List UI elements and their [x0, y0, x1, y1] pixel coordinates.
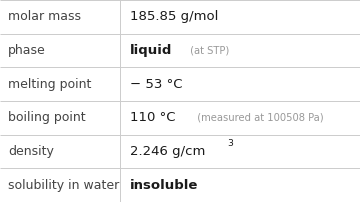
Text: − 53 °C: − 53 °C — [130, 78, 183, 91]
Text: 185.85 g/mol: 185.85 g/mol — [130, 10, 219, 23]
Text: insoluble: insoluble — [130, 179, 198, 192]
Text: solubility in water: solubility in water — [8, 179, 119, 192]
Text: (measured at 100508 Pa): (measured at 100508 Pa) — [191, 113, 323, 123]
Text: 3: 3 — [227, 139, 233, 148]
Text: density: density — [8, 145, 54, 158]
Text: molar mass: molar mass — [8, 10, 81, 23]
Text: 110 °C: 110 °C — [130, 111, 176, 124]
Text: liquid: liquid — [130, 44, 172, 57]
Text: boiling point: boiling point — [8, 111, 86, 124]
Text: 2.246 g/cm: 2.246 g/cm — [130, 145, 205, 158]
Text: melting point: melting point — [8, 78, 91, 91]
Text: (at STP): (at STP) — [187, 45, 229, 56]
Text: phase: phase — [8, 44, 46, 57]
